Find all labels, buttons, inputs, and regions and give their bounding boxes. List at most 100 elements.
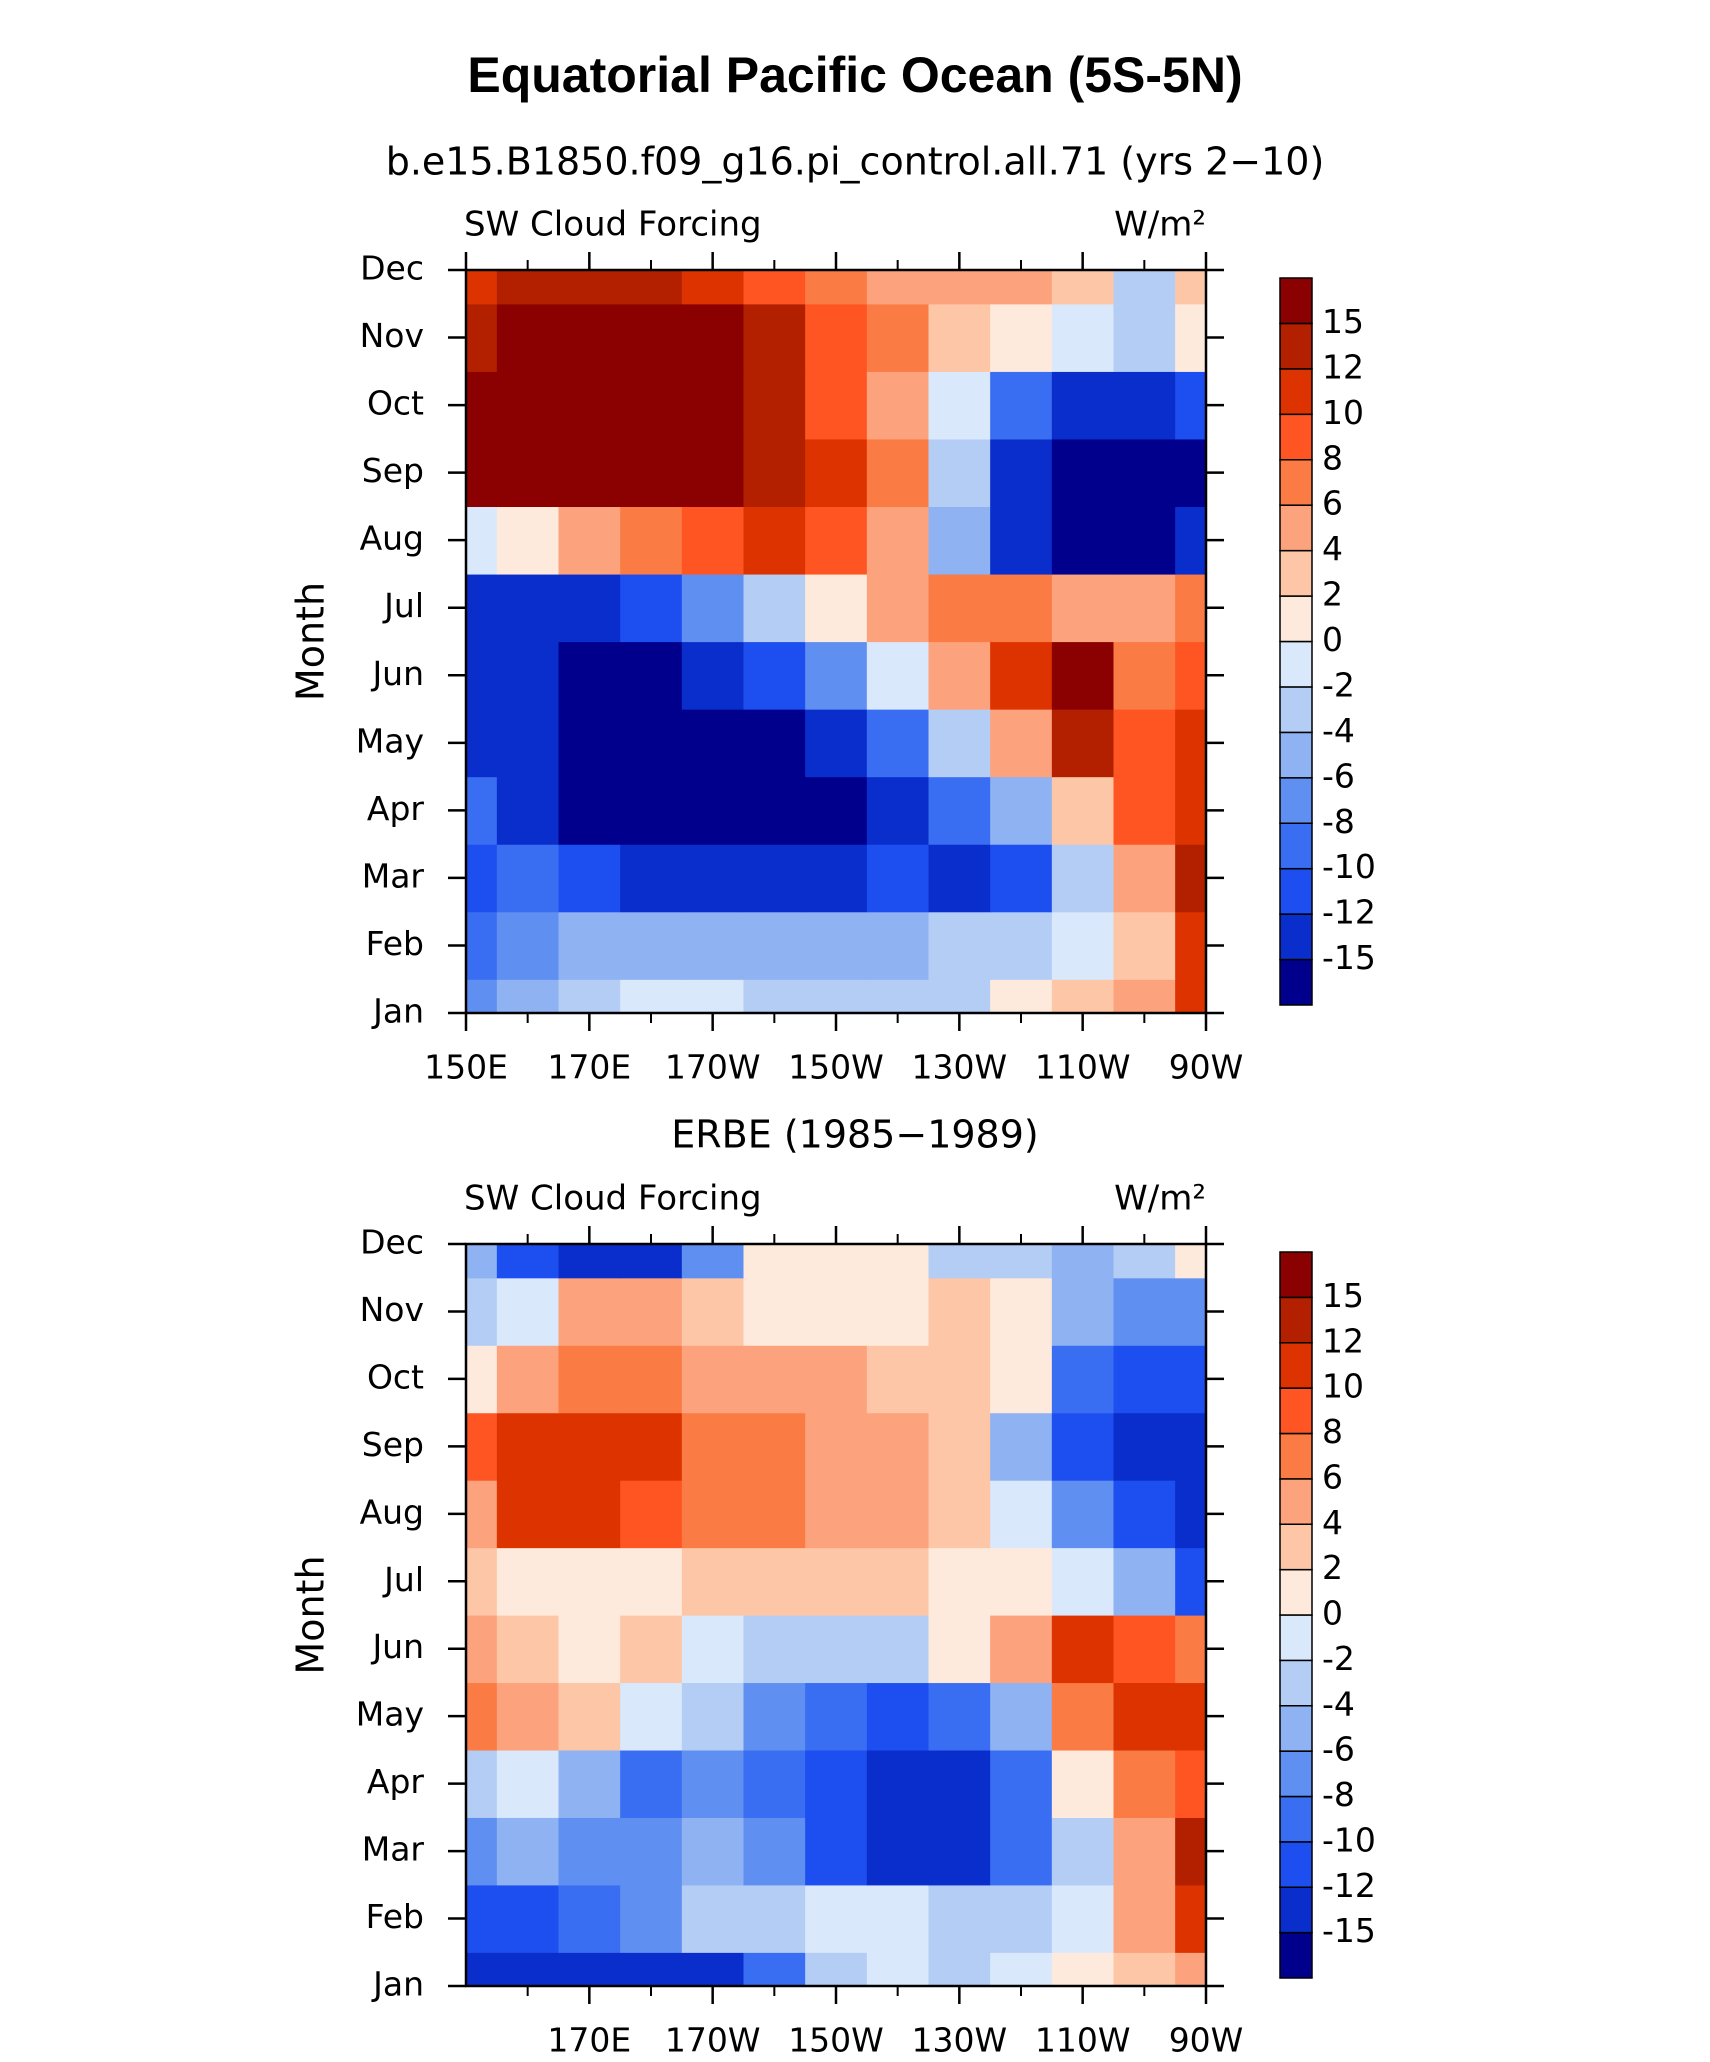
contour-cell: [805, 911, 868, 980]
contour-cell: [743, 1480, 806, 1549]
contour-cell: [1175, 979, 1206, 1013]
y-tick-label: Jul: [382, 586, 424, 625]
contour-cell: [1113, 979, 1176, 1013]
contour-cell: [1113, 1480, 1176, 1549]
contour-cell: [743, 371, 806, 440]
x-tick-label: 150W: [788, 1048, 884, 1087]
contour-cell: [496, 776, 560, 845]
contour-cell: [1113, 270, 1176, 305]
contour-cell: [466, 270, 498, 305]
contour-cell: [558, 303, 621, 372]
contour-cell: [620, 844, 683, 913]
contour-cell: [558, 1412, 621, 1481]
contour-cell: [990, 1749, 1053, 1818]
contour-cell: [928, 1749, 991, 1818]
contour-cell: [558, 1547, 621, 1616]
x-tick-label: 170W: [665, 2021, 761, 2060]
contour-cell: [743, 1547, 806, 1616]
contour-cell: [496, 438, 560, 508]
colorbar-box: [1279, 1342, 1313, 1389]
contour-cell: [805, 1345, 868, 1414]
contour-cell: [866, 1884, 930, 1953]
contour-cell: [496, 270, 560, 305]
contour-cell: [743, 1244, 806, 1279]
contour-cell: [1113, 1615, 1176, 1684]
contour-cell: [620, 1817, 683, 1886]
contour-cell: [866, 776, 930, 845]
contour-cell: [805, 709, 868, 778]
colorbar-box: [1279, 1659, 1313, 1707]
colorbar-label: 4: [1322, 1503, 1343, 1542]
contour-cell: [866, 1682, 930, 1751]
contour-cell: [805, 303, 868, 372]
contour-cell: [558, 776, 621, 845]
contour-cell: [928, 641, 991, 710]
contour-cell: [681, 371, 745, 440]
contour-cell: [1051, 303, 1115, 372]
y-tick-label: Nov: [360, 316, 424, 355]
contour-cell: [681, 1952, 745, 1986]
colorbar-box: [1279, 1478, 1313, 1525]
contour-cell: [805, 1480, 868, 1549]
contour-cell: [558, 844, 621, 913]
y-tick-label: Apr: [367, 789, 425, 828]
colorbar-box: [1279, 867, 1313, 915]
subtitle: ERBE (1985−1989): [671, 1113, 1038, 1157]
left-label: SW Cloud Forcing: [464, 205, 762, 245]
contour-cell: [928, 709, 991, 778]
contour-cell: [558, 371, 621, 440]
contour-cell: [620, 1615, 683, 1684]
contour-cell: [928, 979, 991, 1013]
contour-cell: [743, 641, 806, 710]
contour-cell: [743, 709, 806, 778]
contour-cell: [620, 1682, 683, 1751]
y-axis-label: Month: [289, 582, 333, 701]
contour-cell: [928, 1480, 991, 1549]
y-tick-label: May: [356, 721, 424, 760]
contour-cell: [866, 371, 930, 440]
contour-cell: [1113, 506, 1176, 575]
contour-cell: [1175, 776, 1206, 845]
contour-cell: [496, 303, 560, 372]
contour-cell: [496, 1345, 560, 1414]
contour-cell: [928, 776, 991, 845]
contour-cell: [1113, 1817, 1176, 1886]
contour-cell: [990, 844, 1053, 913]
contour-cell: [928, 270, 991, 305]
contour-cell: [990, 1817, 1053, 1886]
contour-cell: [496, 641, 560, 710]
colorbar-label: 2: [1322, 575, 1343, 614]
contour-cell: [681, 641, 745, 710]
contour-cell: [1175, 844, 1206, 913]
colorbar-label: -10: [1322, 847, 1376, 886]
colorbar-label: 4: [1322, 529, 1343, 568]
contour-cell: [1113, 573, 1176, 643]
contour-cell: [1113, 776, 1176, 845]
contour-cell: [558, 1682, 621, 1751]
colorbar-box: [1279, 822, 1313, 870]
contour-cell: [681, 979, 745, 1013]
x-tick-label: 110W: [1035, 2021, 1131, 2060]
x-tick-label: 150W: [788, 2021, 884, 2060]
y-axis-label: Month: [289, 1555, 333, 1674]
contour-cell: [928, 844, 991, 913]
contour-cell: [620, 371, 683, 440]
contour-cell: [496, 1244, 560, 1279]
contour-cell: [620, 1244, 683, 1279]
contour-cell: [466, 303, 498, 372]
contour-cell: [1175, 573, 1206, 643]
contour-cell: [990, 776, 1053, 845]
contour-cell: [1113, 1277, 1176, 1346]
colorbar-box: [1279, 1931, 1313, 1979]
contour-cell: [496, 1277, 560, 1346]
contour-cell: [496, 1682, 560, 1751]
contour-cell: [466, 438, 498, 508]
colorbar-label: -6: [1322, 756, 1355, 795]
contour-cell: [928, 1547, 991, 1616]
contour-cell: [1113, 911, 1176, 980]
contour-cell: [805, 1277, 868, 1346]
contour-cell: [1113, 1345, 1176, 1414]
colorbar-box: [1279, 958, 1313, 1006]
colorbar-label: -2: [1322, 1639, 1355, 1678]
contour-cell: [620, 1547, 683, 1616]
